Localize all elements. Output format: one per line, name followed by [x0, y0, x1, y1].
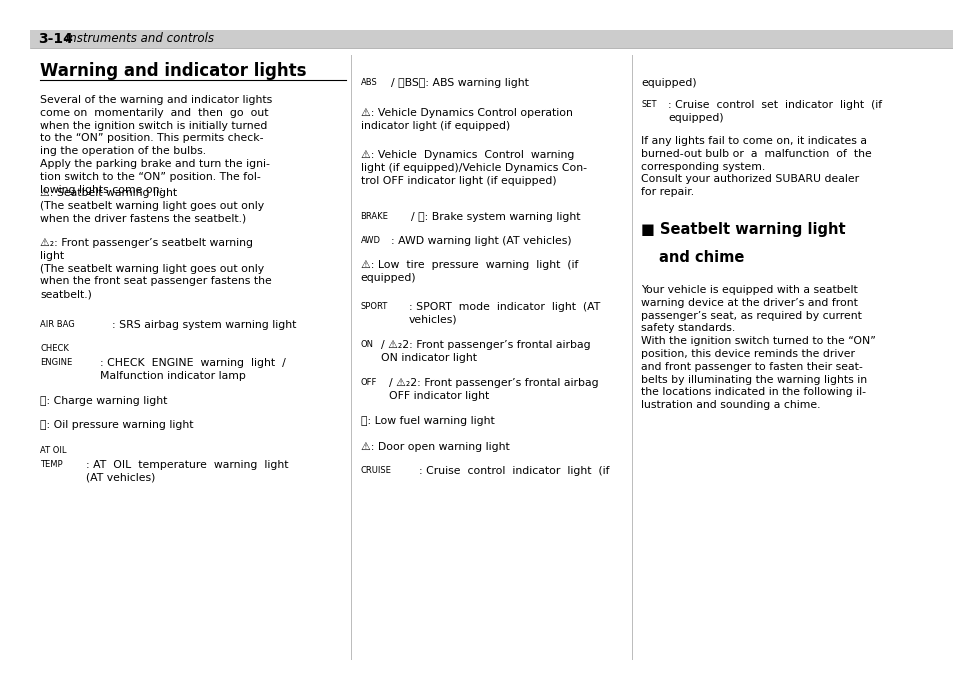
Text: Your vehicle is equipped with a seatbelt
warning device at the driver’s and fron: Your vehicle is equipped with a seatbelt…	[640, 285, 875, 410]
Text: ⚠: Seatbelt warning light
(The seatbelt warning light goes out only
when the dri: ⚠: Seatbelt warning light (The seatbelt …	[40, 188, 264, 224]
Text: / ⚠₂2: Front passenger’s frontal airbag
ON indicator light: / ⚠₂2: Front passenger’s frontal airbag …	[380, 340, 590, 363]
Text: AIR BAG: AIR BAG	[40, 320, 74, 329]
Text: equipped): equipped)	[640, 78, 696, 88]
Text: : AWD warning light (AT vehicles): : AWD warning light (AT vehicles)	[390, 236, 571, 246]
Text: : AT  OIL  temperature  warning  light
(AT vehicles): : AT OIL temperature warning light (AT v…	[86, 460, 288, 483]
Text: / ⒶBSⒶ: ABS warning light: / ⒶBSⒶ: ABS warning light	[390, 78, 528, 88]
Text: AT OIL: AT OIL	[40, 446, 67, 455]
Text: : Cruise  control  set  indicator  light  (if
equipped): : Cruise control set indicator light (if…	[667, 100, 882, 123]
Text: CRUISE: CRUISE	[360, 466, 391, 475]
Text: : Cruise  control  indicator  light  (if: : Cruise control indicator light (if	[418, 466, 608, 476]
Text: ⚠: Door open warning light: ⚠: Door open warning light	[360, 442, 509, 452]
Text: ⚠: Vehicle Dynamics Control operation
indicator light (if equipped): ⚠: Vehicle Dynamics Control operation in…	[360, 108, 572, 131]
Text: TEMP: TEMP	[40, 460, 63, 469]
Text: ■ Seatbelt warning light: ■ Seatbelt warning light	[640, 222, 844, 237]
Text: CHECK: CHECK	[40, 344, 69, 353]
Text: ⎕: Charge warning light: ⎕: Charge warning light	[40, 396, 168, 406]
Text: ABS: ABS	[360, 78, 377, 87]
Text: : CHECK  ENGINE  warning  light  /
Malfunction indicator lamp: : CHECK ENGINE warning light / Malfuncti…	[100, 358, 286, 381]
Text: Instruments and controls: Instruments and controls	[62, 32, 213, 46]
Bar	[30, 30, 953, 48]
Text: ON: ON	[360, 340, 374, 349]
Text: and chime: and chime	[659, 250, 743, 265]
Text: AWD: AWD	[360, 236, 380, 245]
Text: Several of the warning and indicator lights
come on  momentarily  and  then  go : Several of the warning and indicator lig…	[40, 95, 272, 195]
Text: If any lights fail to come on, it indicates a
burned-out bulb or  a  malfunction: If any lights fail to come on, it indica…	[640, 136, 871, 197]
Text: ⚠: Low  tire  pressure  warning  light  (if
equipped): ⚠: Low tire pressure warning light (if e…	[360, 260, 578, 283]
Text: OFF: OFF	[360, 378, 376, 387]
Text: : SPORT  mode  indicator  light  (AT
vehicles): : SPORT mode indicator light (AT vehicle…	[408, 302, 599, 325]
Text: ENGINE: ENGINE	[40, 358, 72, 367]
Text: / ⓘ: Brake system warning light: / ⓘ: Brake system warning light	[410, 212, 579, 222]
Text: SET: SET	[640, 100, 656, 109]
Text: BRAKE: BRAKE	[360, 212, 388, 221]
Text: 3-14: 3-14	[38, 32, 72, 46]
Text: ⚠: Vehicle  Dynamics  Control  warning
light (if equipped)/Vehicle Dynamics Con-: ⚠: Vehicle Dynamics Control warning ligh…	[360, 150, 586, 185]
Text: / ⚠₂2: Front passenger’s frontal airbag
OFF indicator light: / ⚠₂2: Front passenger’s frontal airbag …	[388, 378, 598, 401]
Text: : SRS airbag system warning light: : SRS airbag system warning light	[112, 320, 296, 330]
Text: ⎙: Oil pressure warning light: ⎙: Oil pressure warning light	[40, 420, 193, 430]
Text: ⛽: Low fuel warning light: ⛽: Low fuel warning light	[360, 416, 494, 426]
Text: Warning and indicator lights: Warning and indicator lights	[40, 62, 306, 80]
Text: SPORT: SPORT	[360, 302, 388, 311]
Text: ⚠₂: Front passenger’s seatbelt warning
light
(The seatbelt warning light goes ou: ⚠₂: Front passenger’s seatbelt warning l…	[40, 238, 272, 299]
